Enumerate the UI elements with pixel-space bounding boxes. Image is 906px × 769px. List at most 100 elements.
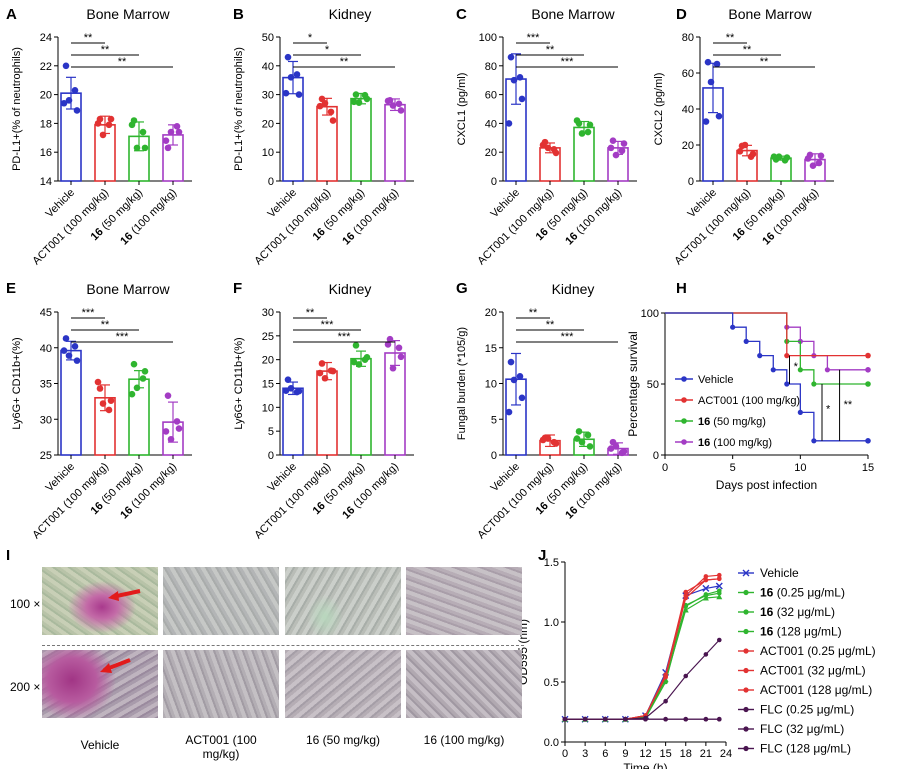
data-point: [71, 343, 79, 350]
censor-marker: [743, 338, 749, 344]
data-point: [352, 91, 360, 98]
data-point: [716, 593, 723, 600]
y-tick-label: 100: [641, 308, 659, 320]
survival-line: [665, 312, 868, 442]
x-tick-label: 0: [662, 462, 668, 474]
data-point: [175, 128, 183, 136]
panel-g: 0 5 10 15 20 Kidney Fungal burden (*105/g) Vehi…: [456, 281, 637, 541]
arrow-icon: [100, 658, 131, 673]
legend-label: FLC (0.25 μg/mL): [760, 703, 854, 717]
data-point: [539, 141, 547, 149]
panel-e: 25 30 35 40 45 Bone Marrow Ly6G+ CD11b+(%) Vehi…: [11, 281, 192, 541]
y-tick-label: 25: [262, 331, 274, 343]
y-tick-label: 20: [485, 147, 497, 159]
censor-marker: [811, 438, 817, 444]
significance-label: *: [325, 44, 330, 56]
data-point: [329, 367, 337, 375]
significance-label: **: [101, 319, 110, 331]
y-tick-label: 40: [40, 343, 52, 355]
x-tick-label: 18: [680, 748, 692, 760]
y-tick-label: 1.0: [544, 617, 559, 629]
censor-marker: [784, 381, 790, 387]
data-point: [389, 102, 397, 109]
growth-line: [565, 639, 720, 720]
significance-label: **: [546, 319, 555, 331]
data-point: [316, 369, 324, 377]
data-point: [716, 576, 722, 582]
x-tick-label: 24: [720, 748, 732, 760]
panel-letter-a: A: [6, 6, 17, 23]
data-point: [683, 604, 689, 609]
censor-marker: [784, 353, 790, 359]
data-point: [355, 361, 363, 368]
y-tick-label: 22: [40, 61, 52, 73]
y-tick-label: 14: [40, 176, 52, 188]
data-point: [703, 574, 709, 579]
panel-a: 14 16 18 20 22 24 Bone Marrow PD-L1+(% of neutr…: [11, 6, 192, 267]
data-point: [775, 153, 783, 160]
legend-marker: [743, 589, 749, 596]
y-tick-label: 5: [268, 426, 274, 438]
growth-line: [565, 574, 720, 720]
significance-label: ***: [527, 32, 541, 44]
data-point: [60, 99, 68, 107]
data-point: [321, 99, 329, 107]
chart-title: Bone Marrow: [86, 281, 170, 297]
y-tick-label: 15: [485, 343, 497, 355]
x-tick-label: 9: [622, 748, 628, 760]
y-tick-label: 15: [262, 379, 274, 391]
legend-label: ACT001 (32 μg/mL): [760, 664, 866, 678]
data-point: [607, 144, 615, 152]
bar: [316, 370, 338, 456]
significance-label: ***: [116, 331, 130, 343]
censor-marker: [730, 324, 736, 330]
y-tick-label: 35: [40, 379, 52, 391]
data-point: [716, 637, 722, 643]
data-point: [397, 107, 405, 114]
significance-label: **: [84, 32, 93, 44]
data-point: [507, 358, 515, 366]
micrograph-col-act001: ACT001 (100 mg/kg): [185, 733, 257, 761]
significance-label: **: [546, 44, 555, 56]
data-point: [510, 76, 518, 84]
data-point: [716, 716, 722, 722]
y-axis-label: Ly6G+ CD11b+(%): [233, 337, 245, 429]
x-tick-label: 0: [562, 748, 568, 760]
data-point: [173, 122, 181, 130]
panel-letter-g: G: [456, 280, 468, 297]
y-tick-label: 40: [485, 118, 497, 130]
sig-label: **: [844, 399, 853, 411]
data-point: [715, 582, 723, 590]
data-point: [663, 672, 668, 678]
censor-marker: [757, 353, 763, 359]
legend-marker: [743, 667, 749, 674]
data-point: [578, 438, 586, 446]
censor-marker: [797, 409, 803, 415]
y-tick-label: 30: [262, 90, 274, 102]
x-tick-label: 10: [794, 462, 806, 474]
data-point: [552, 440, 560, 447]
y-tick-label: 24: [40, 32, 52, 44]
survival-line: [665, 312, 868, 385]
y-axis-label: CXCL1 (pg/ml): [456, 73, 468, 146]
panel-f: 0 5 10 15 20 25 30 Kidney Ly6G+ CD11b+(%) Vehicle…: [233, 281, 414, 541]
data-point: [770, 153, 778, 160]
legend-marker: [681, 439, 687, 445]
y-tick-label: 0.0: [544, 737, 559, 749]
data-point: [284, 376, 292, 383]
data-point: [707, 78, 715, 86]
micrograph-c100-100x: [406, 567, 522, 635]
panel-letter-b: B: [233, 6, 244, 23]
y-tick-label: 10: [262, 147, 274, 159]
row-divider: [42, 645, 524, 646]
data-point: [552, 149, 560, 157]
y-tick-label: 45: [40, 307, 52, 319]
data-point: [584, 128, 592, 136]
data-point: [94, 378, 102, 386]
censor-marker: [824, 367, 831, 373]
chart-title: Bone Marrow: [531, 6, 615, 22]
data-point: [573, 435, 581, 442]
legend-marker: [743, 648, 749, 654]
data-point: [544, 435, 552, 442]
